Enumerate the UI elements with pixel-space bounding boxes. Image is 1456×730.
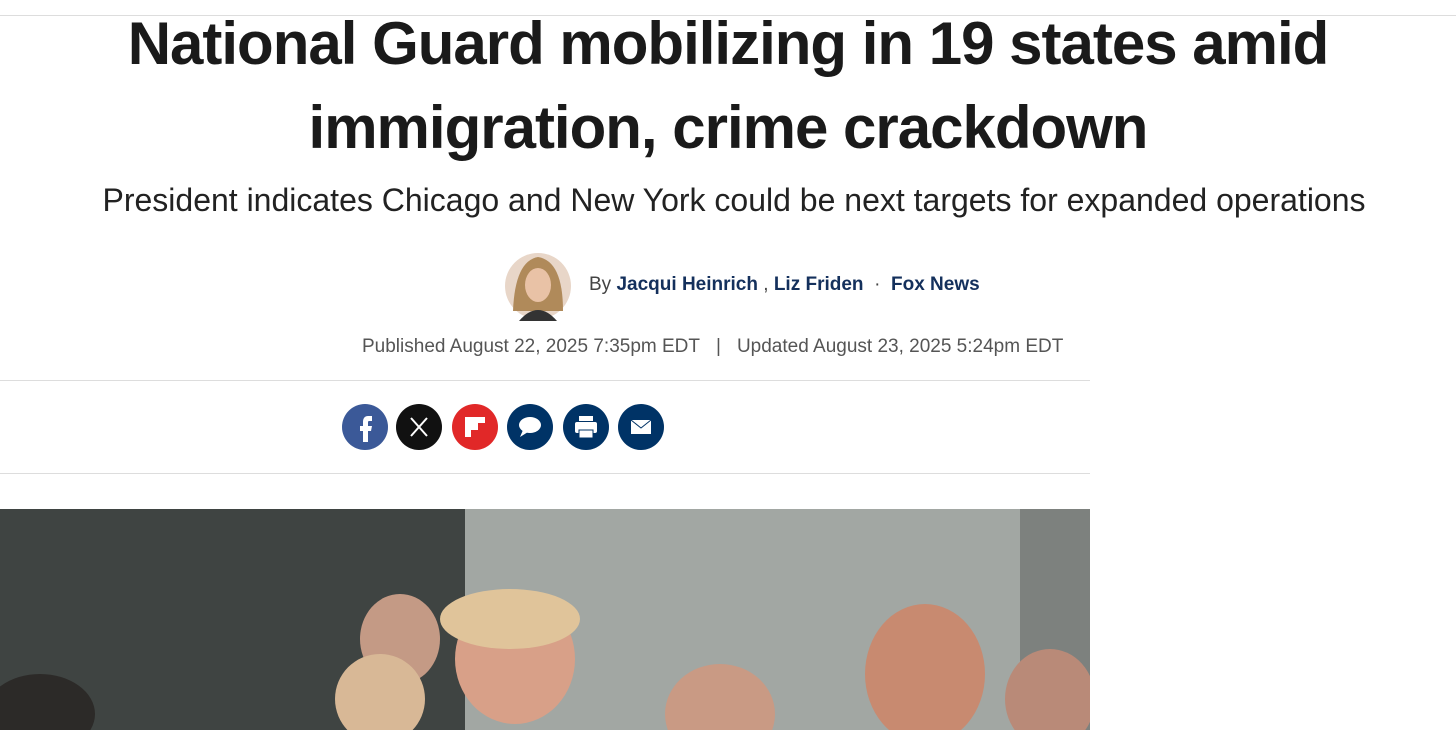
x-button[interactable]: [396, 404, 442, 450]
share-bar: [342, 404, 664, 450]
byline-prefix: By: [589, 274, 612, 295]
headline: National Guard mobilizing in 19 states a…: [127, 10, 1330, 161]
flipboard-button[interactable]: [452, 404, 498, 450]
article-photo[interactable]: [0, 509, 1090, 730]
author-avatar: [505, 253, 571, 321]
dates: Published August 22, 2025 7:35pm EDT | Upd…: [362, 336, 1063, 358]
facebook-button[interactable]: [342, 404, 388, 450]
updated-date: Updated August 23, 2025 5:24pm EDT: [736, 336, 1064, 357]
comment-button[interactable]: [507, 404, 553, 450]
source-link[interactable]: Fox News: [891, 274, 980, 295]
divider: [0, 380, 1090, 381]
email-button[interactable]: [618, 404, 664, 450]
top-border: [0, 15, 1456, 16]
author-link[interactable]: Liz Friden: [773, 274, 864, 295]
divider: [0, 473, 1090, 474]
byline: By Jacqui Heinrich , Liz Friden · Fox Ne…: [589, 274, 980, 296]
separator: |: [716, 336, 721, 357]
separator: ·: [874, 274, 881, 295]
subheadline: President indicates Chicago and New York…: [102, 182, 1366, 218]
print-button[interactable]: [563, 404, 609, 450]
separator: ,: [763, 274, 769, 295]
author-link[interactable]: Jacqui Heinrich: [616, 274, 758, 295]
published-date: Published August 22, 2025 7:35pm EDT: [362, 336, 701, 357]
